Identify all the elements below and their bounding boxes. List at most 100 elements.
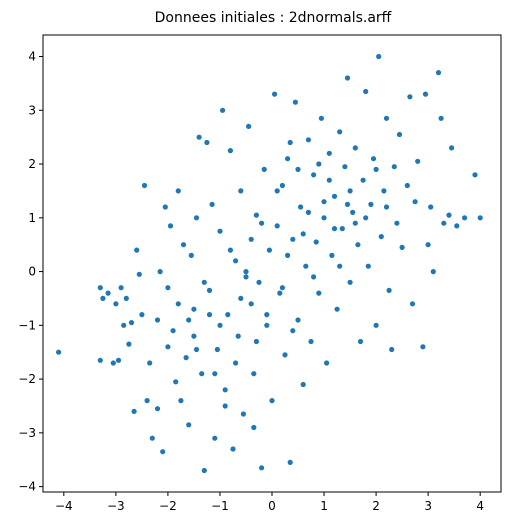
data-point	[441, 220, 447, 226]
data-point	[220, 107, 226, 113]
data-point	[295, 317, 301, 323]
data-point	[311, 274, 317, 280]
data-point	[472, 172, 478, 178]
data-point	[238, 295, 244, 301]
data-point	[313, 239, 319, 245]
x-tick-label: 2	[372, 499, 380, 513]
data-point	[337, 263, 343, 269]
data-point	[243, 274, 249, 280]
data-point	[170, 328, 176, 334]
data-point	[178, 398, 184, 404]
axes: −4 −3 −2 −1 0 1 2 3 4 −4 −3 −2 −1 0 1 2 3 4	[18, 34, 502, 513]
data-point	[292, 99, 298, 105]
data-point	[141, 182, 148, 189]
data-point	[279, 182, 285, 189]
data-point	[316, 290, 322, 296]
data-point	[259, 220, 265, 226]
data-point	[199, 371, 205, 377]
data-point	[259, 465, 265, 471]
data-point	[316, 161, 322, 167]
data-point	[183, 355, 189, 361]
data-point	[355, 242, 361, 248]
data-point	[131, 408, 137, 414]
x-tick-label: 0	[268, 499, 276, 513]
data-point	[256, 279, 262, 285]
data-point	[300, 381, 306, 388]
data-point	[331, 193, 338, 199]
data-point	[308, 338, 314, 345]
data-point	[305, 209, 311, 215]
data-point	[415, 158, 421, 164]
data-point	[326, 150, 332, 156]
data-point	[225, 312, 231, 318]
data-point	[193, 215, 200, 221]
data-point	[201, 467, 207, 474]
data-point	[285, 156, 291, 162]
data-point	[287, 139, 293, 146]
data-point	[412, 199, 418, 205]
data-point	[425, 242, 431, 248]
data-point	[266, 247, 272, 253]
data-point	[334, 306, 340, 312]
data-point	[147, 360, 153, 366]
data-point	[342, 164, 348, 170]
data-point	[295, 166, 301, 172]
data-point	[344, 201, 351, 207]
data-point	[290, 236, 296, 242]
data-point	[173, 379, 179, 385]
data-point	[357, 338, 364, 345]
data-point	[144, 398, 150, 404]
data-point	[321, 199, 327, 205]
data-point	[462, 215, 468, 221]
data-point	[435, 70, 442, 76]
data-point	[399, 244, 405, 250]
data-point	[180, 242, 187, 248]
data-point	[253, 338, 259, 345]
data-point	[282, 352, 288, 358]
data-point	[352, 145, 358, 151]
data-point	[193, 346, 200, 353]
data-point	[420, 344, 426, 350]
data-point	[350, 209, 356, 215]
data-point	[240, 411, 246, 417]
data-point	[383, 115, 390, 121]
data-point	[217, 228, 223, 234]
x-tick-label: −4	[55, 499, 73, 513]
data-point	[206, 312, 213, 318]
data-point	[248, 301, 254, 307]
data-point	[274, 223, 280, 229]
data-points	[56, 53, 483, 474]
data-point	[287, 459, 293, 465]
data-point	[121, 322, 127, 328]
data-point	[206, 287, 213, 293]
data-point	[105, 290, 111, 296]
data-point	[339, 226, 345, 232]
data-point	[360, 177, 366, 183]
data-point	[113, 301, 119, 307]
data-point	[285, 252, 291, 258]
data-point	[123, 295, 129, 301]
y-tick-label: 1	[28, 211, 36, 225]
data-point	[363, 215, 369, 221]
data-point	[214, 346, 220, 353]
data-point	[233, 258, 239, 264]
data-point	[238, 188, 244, 194]
data-point	[115, 357, 122, 363]
x-tick-label: 4	[476, 499, 484, 513]
data-point	[126, 341, 132, 347]
data-point	[368, 201, 374, 207]
y-tick-label: 2	[28, 157, 36, 171]
data-point	[204, 139, 210, 146]
data-point	[191, 306, 197, 312]
data-point	[230, 446, 236, 452]
data-point	[100, 295, 106, 301]
x-tick-label: −3	[107, 499, 125, 513]
data-point	[305, 137, 311, 143]
data-point	[227, 148, 233, 154]
data-point	[407, 94, 413, 100]
data-point	[128, 320, 135, 326]
data-point	[251, 371, 257, 377]
data-point	[389, 346, 395, 353]
data-point	[175, 188, 181, 194]
